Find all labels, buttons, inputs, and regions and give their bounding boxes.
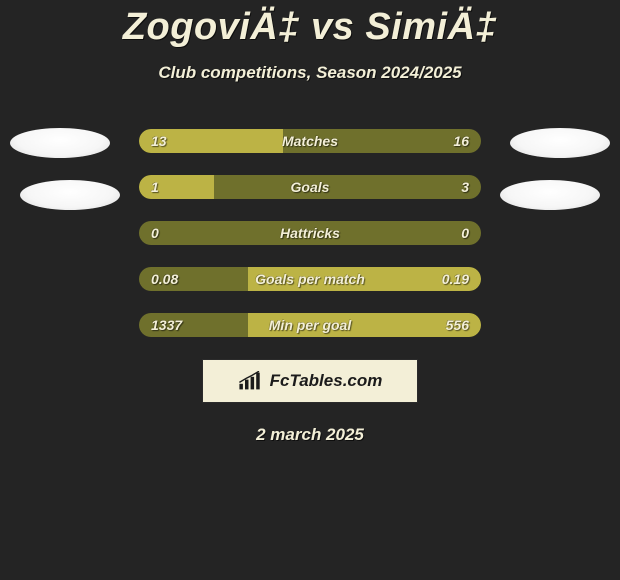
stat-value-right: 3	[461, 179, 469, 195]
player-right-avatar-2	[500, 180, 600, 210]
stat-metric-label: Min per goal	[269, 317, 351, 333]
player-left-avatar-2	[20, 180, 120, 210]
brand-text: FcTables.com	[270, 371, 383, 391]
comparison-date: 2 march 2025	[0, 425, 620, 445]
stat-metric-label: Goals	[291, 179, 330, 195]
stat-row: 0 Hattricks 0	[139, 221, 481, 245]
comparison-subtitle: Club competitions, Season 2024/2025	[0, 63, 620, 83]
stat-value-left: 1337	[151, 317, 182, 333]
brand-box[interactable]: FcTables.com	[202, 359, 418, 403]
player-left-avatar-1	[10, 128, 110, 158]
stat-value-right: 0	[461, 225, 469, 241]
stat-value-left: 13	[151, 133, 167, 149]
stat-metric-label: Matches	[282, 133, 338, 149]
stat-value-left: 0.08	[151, 271, 178, 287]
stat-row: 1337 Min per goal 556	[139, 313, 481, 337]
stat-metric-label: Goals per match	[255, 271, 365, 287]
stat-value-right: 556	[446, 317, 469, 333]
brand-chart-icon	[238, 371, 266, 391]
stat-row: 0.08 Goals per match 0.19	[139, 267, 481, 291]
stat-value-right: 0.19	[442, 271, 469, 287]
stat-value-left: 1	[151, 179, 159, 195]
stat-metric-label: Hattricks	[280, 225, 340, 241]
stat-value-left: 0	[151, 225, 159, 241]
stat-row: 1 Goals 3	[139, 175, 481, 199]
player-right-avatar-1	[510, 128, 610, 158]
stat-value-right: 16	[453, 133, 469, 149]
comparison-bars: 13 Matches 16 1 Goals 3 0 Hattricks 0 0.08 Goals p…	[139, 129, 481, 337]
stat-row: 13 Matches 16	[139, 129, 481, 153]
comparison-title: ZogoviÄ‡ vs SimiÄ‡	[0, 0, 620, 49]
